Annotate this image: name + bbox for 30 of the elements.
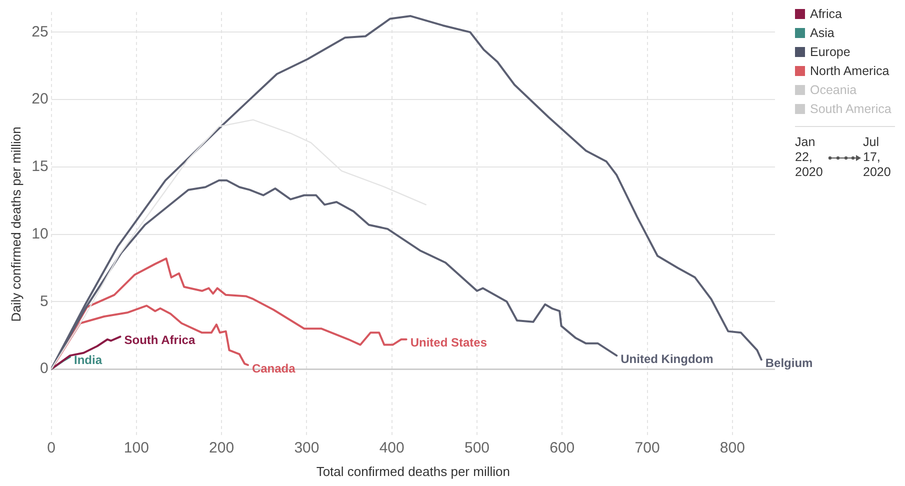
y-axis-title: Daily confirmed deaths per million (8, 126, 24, 322)
x-tick-label: 700 (634, 440, 660, 457)
series-label: United States (410, 336, 488, 350)
series-label: South Africa (124, 333, 196, 348)
x-tick-label: 600 (550, 440, 575, 457)
y-tick-label: 5 (40, 292, 48, 310)
series-label: Belgium (765, 356, 813, 370)
x-tick-label: 800 (720, 440, 745, 457)
legend-label: Oceania (810, 82, 857, 96)
y-tick-label: 15 (32, 158, 48, 176)
x-tick-label: 100 (124, 440, 149, 457)
legend-label: Africa (810, 6, 842, 20)
x-tick-label: 300 (294, 440, 320, 457)
legend-label: Asia (810, 26, 834, 40)
y-tick-label: 10 (32, 225, 48, 242)
y-tick-label: 25 (32, 23, 48, 40)
legend-label: South America (810, 102, 892, 116)
legend-label: Europe (810, 44, 850, 58)
y-tick-label: 20 (32, 90, 48, 108)
legend-label: North America (810, 64, 890, 78)
y-tick-label: 0 (40, 360, 48, 378)
series-label: Canada (252, 361, 296, 376)
text: Jan 22, 2020 (795, 135, 824, 180)
series-label: United Kingdom (620, 352, 714, 366)
x-axis-title: Total confirmed deaths per million (316, 464, 510, 479)
x-tick-label: 200 (209, 440, 234, 457)
text: Jul 17, 2020 (863, 135, 892, 180)
x-tick-label: 500 (464, 440, 490, 457)
series-label: India (74, 353, 102, 368)
x-tick-label: 400 (379, 440, 404, 457)
